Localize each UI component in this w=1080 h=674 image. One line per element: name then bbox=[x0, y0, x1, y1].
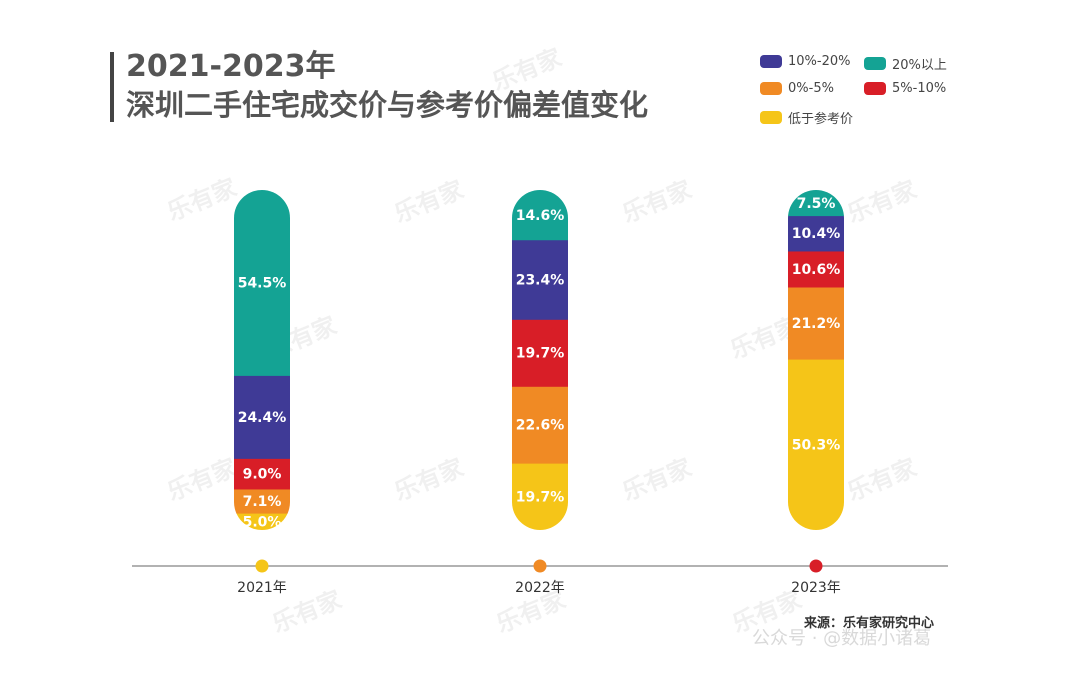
axis-marker-dot bbox=[255, 559, 269, 573]
zhihu-overlay-watermark: 公众号 · @数据小诸葛 bbox=[752, 628, 932, 649]
bar-2022年 bbox=[512, 190, 568, 530]
legend-label: 20%以上 bbox=[892, 58, 947, 73]
bar-value-label: 50.3% bbox=[792, 437, 841, 453]
axis-marker-dot bbox=[533, 559, 547, 573]
chart-title: 2021-2023年 深圳二手住宅成交价与参考价偏差值变化 bbox=[126, 48, 648, 124]
bar-segment bbox=[234, 513, 290, 530]
x-tick-label: 2021年 bbox=[237, 580, 287, 596]
source-note: 来源：乐有家研究中心 bbox=[804, 616, 935, 631]
bar-segment bbox=[234, 458, 290, 490]
axis-marker-dot bbox=[809, 559, 823, 573]
x-tick-label: 2023年 bbox=[791, 580, 841, 596]
bar-segment bbox=[234, 375, 290, 459]
bar-value-label: 54.5% bbox=[238, 276, 287, 292]
bar-segment bbox=[788, 250, 844, 288]
bar-value-label: 9.0% bbox=[243, 467, 282, 483]
legend-label: 10%-20% bbox=[788, 54, 851, 69]
bar-segment bbox=[512, 386, 568, 464]
bar-value-label: 7.1% bbox=[243, 494, 282, 510]
legend-swatch bbox=[760, 82, 782, 95]
bar-segment bbox=[788, 215, 844, 252]
legend-label: 5%-10% bbox=[892, 81, 947, 96]
bar-value-label: 21.2% bbox=[792, 316, 841, 332]
bar-value-label: 23.4% bbox=[516, 272, 565, 288]
bar-value-label: 5.0% bbox=[243, 515, 282, 531]
bar-segment bbox=[512, 319, 568, 387]
bar-segment bbox=[512, 190, 568, 241]
legend-item-10-20: 10%-20% bbox=[760, 54, 850, 69]
legend-label: 0%-5% bbox=[788, 81, 834, 96]
bar-value-label: 10.6% bbox=[792, 262, 841, 278]
x-tick-label: 2022年 bbox=[515, 580, 565, 596]
title-accent-bar bbox=[110, 52, 114, 122]
legend-swatch bbox=[864, 82, 886, 95]
legend-swatch bbox=[760, 55, 782, 68]
bar-value-label: 22.6% bbox=[516, 418, 565, 434]
bar-value-label: 24.4% bbox=[238, 410, 287, 426]
bar-segment bbox=[512, 239, 568, 320]
bar-value-label: 19.7% bbox=[516, 346, 565, 362]
bar-value-label: 19.7% bbox=[516, 490, 565, 506]
legend-item-5-10: 5%-10% bbox=[864, 81, 946, 96]
bar-2021年 bbox=[234, 190, 290, 530]
bar-value-label: 10.4% bbox=[792, 226, 841, 242]
chart-title-line2: 深圳二手住宅成交价与参考价偏差值变化 bbox=[126, 88, 649, 122]
bar-2023年 bbox=[788, 190, 844, 530]
bar-segment bbox=[788, 358, 844, 530]
legend-item-20plus: 20%以上 bbox=[864, 54, 947, 73]
bar-segment bbox=[788, 286, 844, 360]
legend-label: 低于参考价 bbox=[788, 112, 854, 127]
bar-value-label: 7.5% bbox=[797, 196, 836, 212]
legend-item-0-5: 0%-5% bbox=[760, 81, 834, 96]
legend-item-below: 低于参考价 bbox=[760, 108, 853, 127]
legend-swatch bbox=[864, 57, 886, 70]
bar-value-label: 14.6% bbox=[516, 208, 565, 224]
bar-segment bbox=[234, 488, 290, 514]
chart-title-line1: 2021-2023年 bbox=[126, 49, 336, 84]
bar-segment bbox=[512, 463, 568, 530]
legend-swatch bbox=[760, 111, 782, 124]
bar-segment bbox=[234, 190, 290, 376]
